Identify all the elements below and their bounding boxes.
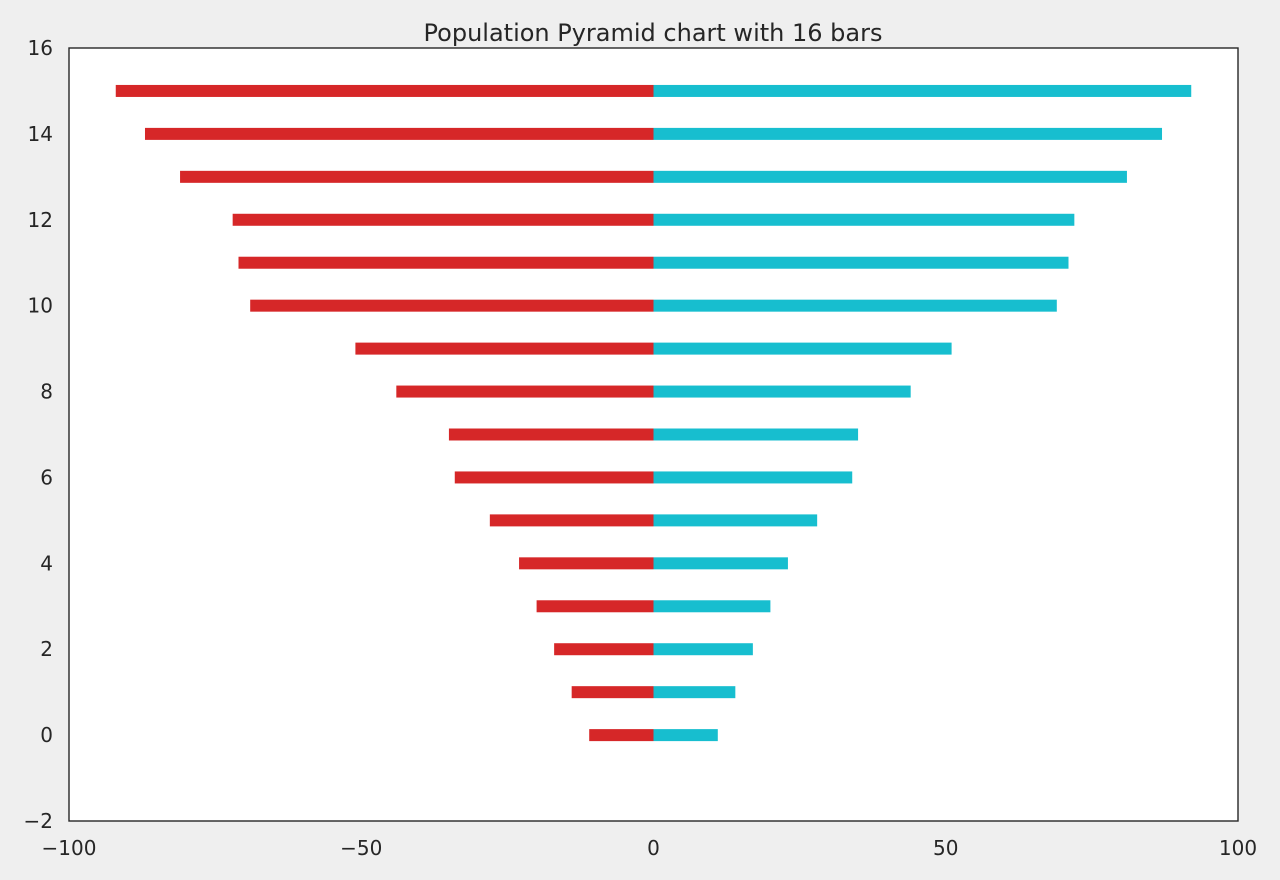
bar-left-4 [519,557,654,570]
bar-left-1 [571,686,654,699]
bar-left-8 [396,385,654,398]
x-tick-label: 0 [647,836,660,860]
bar-right-15 [653,84,1192,97]
bar-left-14 [144,127,654,140]
bar-right-4 [653,557,788,570]
y-tick-label: 10 [28,294,53,318]
bar-left-11 [238,256,654,269]
y-tick-label: 16 [28,36,53,60]
bar-left-7 [448,428,654,441]
bar-right-9 [653,342,952,355]
x-tick-label: 100 [1219,836,1257,860]
bar-left-2 [554,643,654,656]
bar-right-6 [653,471,853,484]
x-tick-label: −100 [42,836,97,860]
y-tick-label: 0 [40,723,53,747]
bar-right-3 [653,600,771,613]
x-tick-label: 50 [933,836,958,860]
y-tick-label: 12 [28,208,53,232]
bar-right-14 [653,127,1163,140]
y-tick-label: 6 [40,465,53,489]
y-tick-label: 8 [40,380,53,404]
bar-left-15 [115,84,654,97]
bar-right-0 [653,729,718,742]
bar-right-7 [653,428,859,441]
bar-right-8 [653,385,911,398]
bar-left-5 [489,514,654,527]
bar-left-10 [250,299,654,312]
bars-group [115,84,1192,742]
bar-right-12 [653,213,1075,226]
y-tick-label: 4 [40,551,53,575]
x-tick-label: −50 [340,836,382,860]
bar-left-6 [454,471,654,484]
bar-left-0 [589,729,654,742]
y-tick-label: 14 [28,122,53,146]
bar-left-12 [232,213,654,226]
bar-right-2 [653,643,753,656]
bar-left-13 [180,170,654,183]
y-tick-label: −2 [24,809,53,833]
y-tick-label: 2 [40,637,53,661]
plot-frame [68,47,1239,822]
bar-right-10 [653,299,1057,312]
chart-title: Population Pyramid chart with 16 bars [424,19,883,47]
bar-right-13 [653,170,1127,183]
bar-left-3 [536,600,654,613]
bar-right-5 [653,514,818,527]
bar-right-1 [653,686,736,699]
bar-left-9 [355,342,654,355]
bar-right-11 [653,256,1069,269]
